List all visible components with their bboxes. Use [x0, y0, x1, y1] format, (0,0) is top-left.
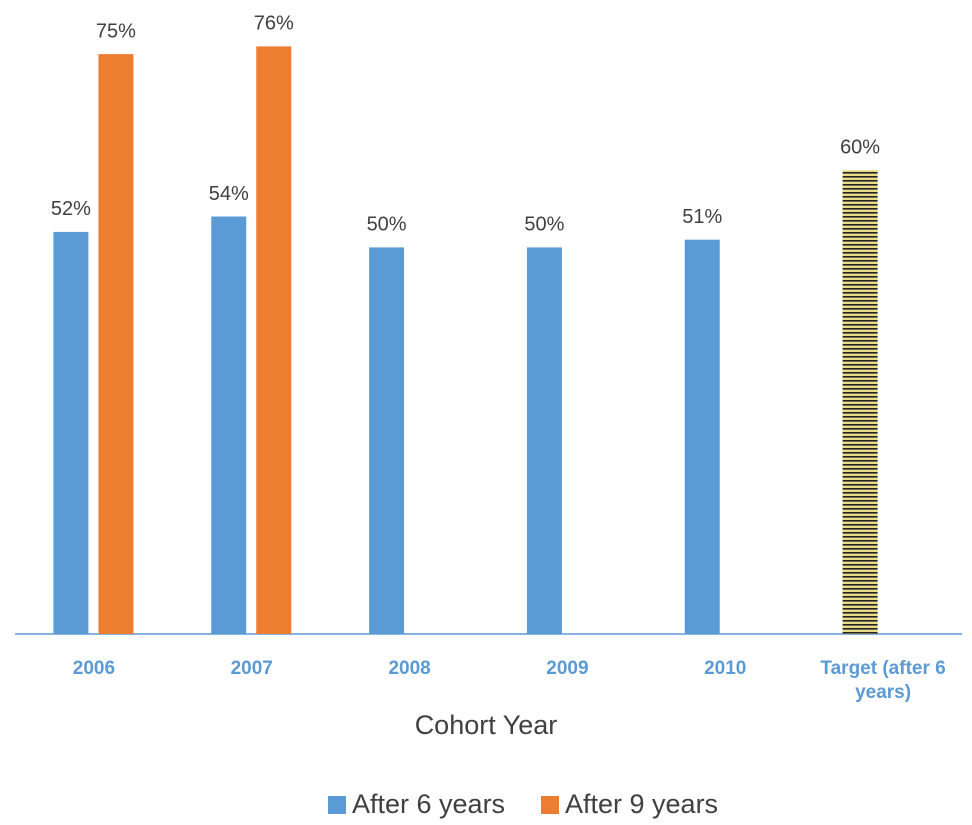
data-label: 51%: [682, 206, 722, 228]
legend-swatch: [541, 796, 559, 814]
x-axis-title: Cohort Year: [415, 710, 558, 740]
data-label: 60%: [840, 136, 880, 158]
data-label: 54%: [209, 183, 249, 205]
data-label: 75%: [96, 20, 136, 42]
data-label: 52%: [51, 198, 91, 220]
legend-label: After 9 years: [565, 789, 718, 819]
x-tick-label: 2010: [704, 658, 747, 679]
bar: [842, 170, 878, 634]
x-tick-label: Target (after 6 years): [820, 658, 946, 703]
bar: [256, 46, 292, 634]
legend-label: After 6 years: [352, 789, 505, 819]
x-tick-label: 2008: [388, 658, 431, 679]
x-tick-label: 2009: [546, 658, 589, 679]
data-label: 76%: [254, 13, 294, 35]
bar: [98, 54, 134, 635]
bar: [211, 216, 247, 635]
bar: [526, 247, 562, 635]
data-label: 50%: [524, 214, 564, 236]
bar: [684, 239, 720, 634]
x-tick-label: 2006: [72, 658, 116, 679]
data-label: 50%: [367, 214, 407, 236]
legend-swatch: [328, 796, 346, 814]
x-tick-label: 2007: [230, 658, 273, 679]
bar: [369, 247, 405, 635]
bar: [53, 231, 89, 634]
